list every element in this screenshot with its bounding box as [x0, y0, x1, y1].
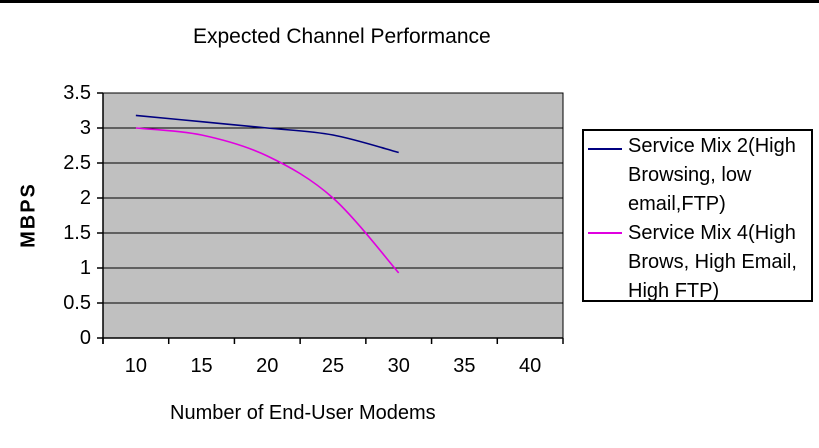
x-tick-label: 10 [124, 355, 147, 377]
y-tick-label: 3.5 [63, 82, 91, 104]
y-tick-label: 1.5 [63, 222, 91, 244]
x-axis-title: Number of End-User Modems [170, 402, 436, 424]
legend-label-line: Browsing, low [628, 164, 752, 186]
legend-line-sample [588, 148, 622, 150]
legend-item-label: Service Mix 2(High Browsing, low email,FTP… [628, 132, 813, 219]
x-tick-label: 40 [519, 355, 542, 377]
legend: Service Mix 2(High Browsing, low email,FTP… [582, 129, 813, 302]
legend-label-line: Service Mix 4(High [628, 222, 796, 244]
legend-label-line: email,FTP) [628, 193, 726, 215]
legend-line-sample [588, 232, 622, 234]
x-tick-label: 30 [387, 355, 410, 377]
y-tick-label: 2 [79, 187, 91, 209]
x-tick-label: 15 [190, 355, 213, 377]
y-tick-label: 1 [79, 257, 91, 279]
y-tick-label: 2.5 [63, 152, 91, 174]
plot-area [102, 92, 564, 339]
legend-label-line: Service Mix 2(High [628, 135, 796, 157]
legend-label-line: High FTP) [628, 280, 720, 302]
x-tick-label: 35 [453, 355, 476, 377]
x-tick-label: 25 [321, 355, 345, 377]
chart-title: Expected Channel Performance [193, 25, 491, 48]
page-top-border [0, 0, 819, 3]
y-tick-label: 0.5 [63, 292, 91, 314]
y-tick-label: 3 [79, 117, 91, 139]
y-axis-tick-labels: 3.5 3 2.5 2 1.5 1 0.5 0 [0, 0, 91, 448]
x-tick-label: 20 [256, 355, 279, 377]
legend-label-line: Brows, High Email, [628, 251, 797, 273]
legend-item-label: Service Mix 4(High Brows, High Email, High… [628, 219, 813, 306]
series-line-service-mix-2 [135, 114, 399, 154]
series-line-service-mix-4 [135, 127, 400, 274]
y-tick-label: 0 [79, 327, 91, 349]
